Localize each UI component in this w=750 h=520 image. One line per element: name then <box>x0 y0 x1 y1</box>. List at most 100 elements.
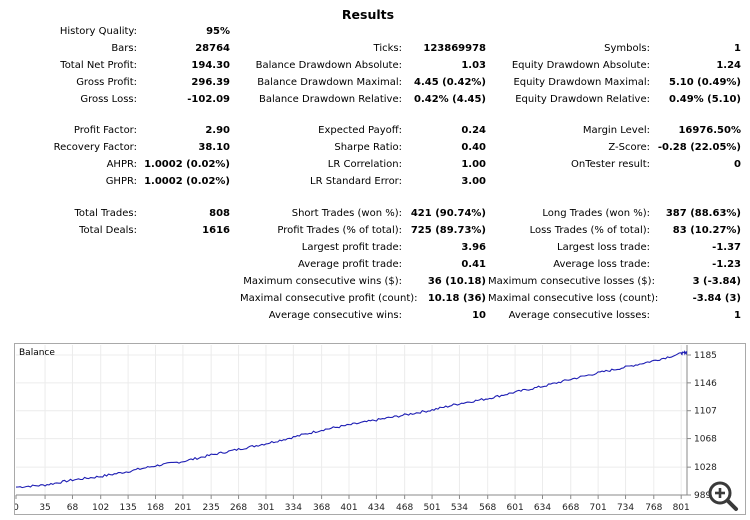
stat-value: 725 (89.73%) <box>410 225 486 236</box>
stat-label: Loss Trades (% of total): <box>529 225 650 236</box>
x-tick-label: 268 <box>230 503 247 513</box>
stat-label: Total Trades: <box>74 208 138 219</box>
balance-series-line <box>15 349 688 489</box>
magnifier-plus-icon[interactable] <box>707 480 739 512</box>
stat-value: 808 <box>209 208 230 219</box>
stat-value: 3 (-3.84) <box>692 276 741 287</box>
y-tick-label: 1185 <box>694 351 717 361</box>
stat-value: 387 (88.63%) <box>665 208 741 219</box>
stat-label: Short Trades (won %): <box>291 208 402 219</box>
y-tick-label: 1146 <box>694 379 717 389</box>
x-tick-label: 301 <box>257 503 274 513</box>
x-tick-label: 368 <box>313 503 330 513</box>
x-tick-label: 768 <box>645 503 662 513</box>
stat-label: Average consecutive wins: <box>268 310 402 321</box>
stat-value: 0.24 <box>461 125 486 136</box>
stat-value: 3.96 <box>461 242 486 253</box>
stat-label: Equity Drawdown Absolute: <box>511 60 650 71</box>
stat-label: Balance Drawdown Absolute: <box>255 60 402 71</box>
stat-label: OnTester result: <box>570 159 650 170</box>
stat-label: LR Standard Error: <box>310 176 402 187</box>
stat-label: Symbols: <box>604 43 650 54</box>
x-tick-label: 701 <box>590 503 607 513</box>
stat-label: Ticks: <box>373 43 402 54</box>
stat-value: -0.28 (22.05%) <box>657 142 741 153</box>
stat-value: 296.39 <box>191 77 230 88</box>
x-tick-label: 568 <box>479 503 496 513</box>
stat-label: AHPR: <box>106 159 137 170</box>
stat-label: Long Trades (won %): <box>542 208 650 219</box>
stat-value: 10.18 (36) <box>427 293 486 304</box>
stat-value: -1.37 <box>712 242 741 253</box>
x-tick-label: 201 <box>174 503 191 513</box>
stat-value: 3.00 <box>461 176 486 187</box>
stat-label: Total Deals: <box>79 225 137 236</box>
stat-value: 0 <box>734 159 741 170</box>
stat-value: 5.10 (0.49%) <box>669 77 741 88</box>
stat-label: Equity Drawdown Relative: <box>515 94 650 105</box>
y-tick-label: 989 <box>694 491 711 501</box>
stat-value: 38.10 <box>198 142 230 153</box>
stat-value: -3.84 (3) <box>692 293 741 304</box>
x-tick-label: 601 <box>507 503 524 513</box>
stat-value: 421 (90.74%) <box>410 208 486 219</box>
stat-value: -102.09 <box>187 94 230 105</box>
stat-value: 95% <box>206 26 230 37</box>
stat-value: 1.03 <box>461 60 486 71</box>
x-tick-label: 534 <box>451 503 468 513</box>
stat-value: 0.41 <box>461 259 486 270</box>
x-tick-label: 401 <box>340 503 357 513</box>
stat-label: Average profit trade: <box>297 259 402 270</box>
stat-label: Margin Level: <box>582 125 650 136</box>
stat-value: 83 (10.27%) <box>672 225 741 236</box>
x-tick-label: 801 <box>673 503 690 513</box>
chart-title: Balance <box>19 348 55 358</box>
stat-value: 123869978 <box>423 43 486 54</box>
stat-label: Maximum consecutive wins ($): <box>243 276 402 287</box>
stat-label: Expected Payoff: <box>318 125 402 136</box>
results-title: Results <box>341 7 395 22</box>
stat-value: 4.45 (0.42%) <box>414 77 486 88</box>
stat-label: Recovery Factor: <box>53 142 137 153</box>
stat-value: 28764 <box>195 43 230 54</box>
stat-value: 1616 <box>202 225 230 236</box>
x-tick-label: 468 <box>396 503 413 513</box>
x-tick-label: 634 <box>534 503 551 513</box>
stat-label: Gross Profit: <box>76 77 137 88</box>
stat-label: Largest loss trade: <box>557 242 650 253</box>
x-tick-label: 0 <box>15 503 19 513</box>
x-tick-label: 68 <box>67 503 79 513</box>
x-tick-label: 501 <box>423 503 440 513</box>
stat-value: 1.0002 (0.02%) <box>144 176 230 187</box>
stat-label: Equity Drawdown Maximal: <box>513 77 650 88</box>
stat-value: 1.0002 (0.02%) <box>144 159 230 170</box>
stat-label: Maximum consecutive losses ($): <box>488 276 655 287</box>
balance-chart: 0 35 68 102 135 168 201 235 268 301 334 368 401 434 46… <box>14 343 746 515</box>
stat-label: Z-Score: <box>608 142 650 153</box>
stat-label: Largest profit trade: <box>301 242 402 253</box>
stat-label: Profit Factor: <box>73 125 137 136</box>
stat-value: 1.24 <box>716 60 741 71</box>
stat-value: 16976.50% <box>678 125 741 136</box>
stat-value: 194.30 <box>191 60 230 71</box>
balance-chart-svg: 0 35 68 102 135 168 201 235 268 301 334 368 401 434 46… <box>15 345 717 513</box>
x-tick-label: 668 <box>562 503 579 513</box>
stat-label: Balance Drawdown Relative: <box>258 94 402 105</box>
stat-label: Sharpe Ratio: <box>334 142 402 153</box>
stat-value: 10 <box>472 310 486 321</box>
x-tick-label: 235 <box>203 503 220 513</box>
stat-label: Average consecutive losses: <box>508 310 650 321</box>
stat-label: Bars: <box>111 43 137 54</box>
y-tick-label: 1107 <box>694 407 717 417</box>
stat-label: Total Net Profit: <box>60 60 137 71</box>
stat-value: 36 (10.18) <box>427 276 486 287</box>
y-tick-label: 1028 <box>694 463 717 473</box>
stat-value: 1 <box>734 310 741 321</box>
stat-value: 1 <box>734 43 741 54</box>
y-tick-label: 1068 <box>694 435 717 445</box>
x-tick-label: 102 <box>92 503 109 513</box>
stat-value: 0.40 <box>461 142 486 153</box>
stat-label: History Quality: <box>59 26 137 37</box>
stat-value: -1.23 <box>712 259 741 270</box>
stat-value: 0.49% (5.10) <box>669 94 741 105</box>
